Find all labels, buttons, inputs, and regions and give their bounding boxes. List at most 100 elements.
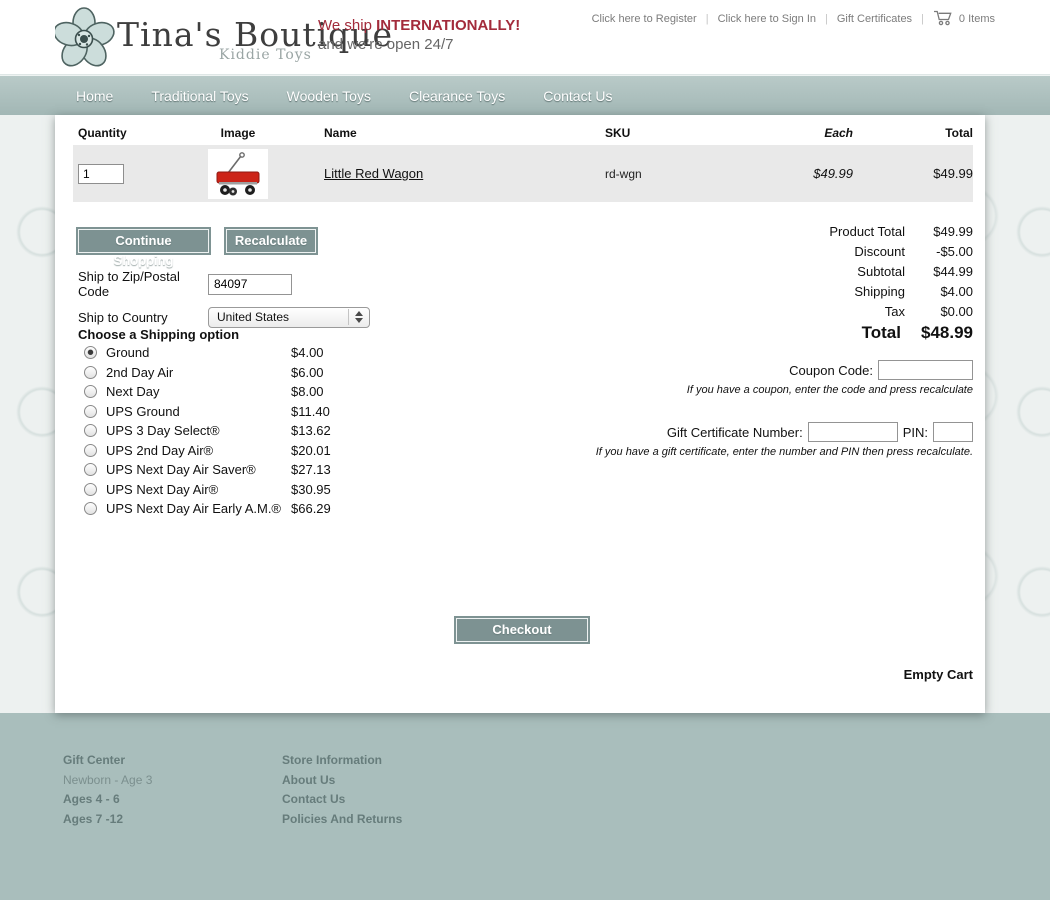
footer-link[interactable]: About Us xyxy=(282,772,336,787)
shipping-option-label: UPS Next Day Air® xyxy=(106,481,219,497)
nav-item[interactable]: Home xyxy=(76,87,114,104)
footer-link[interactable]: Ages 4 - 6 xyxy=(63,792,120,806)
shipping-option-price: $66.29 xyxy=(291,501,331,517)
shipping-option-row[interactable]: Ground $4.00 xyxy=(78,343,388,363)
footer-gift-center-links: Newborn - Age 3 Ages 4 - 6 Ages 7 -12 xyxy=(63,772,282,826)
coupon-section: Coupon Code: If you have a coupon, enter… xyxy=(687,360,973,396)
header-total: Total xyxy=(945,126,973,140)
footer-column-title: Gift Center xyxy=(63,753,126,767)
shipping-option-price: $13.62 xyxy=(291,423,331,439)
shipping-option-label: Ground xyxy=(106,345,150,361)
totals-row-value: $0.00 xyxy=(940,303,973,319)
totals-row-value: $49.99 xyxy=(933,223,973,239)
shipping-option-row[interactable]: UPS Next Day Air® $30.95 xyxy=(78,480,388,500)
shipping-options-list: Ground $4.00 2nd Day Air $6.00 Next Day … xyxy=(78,343,388,519)
checkout-button[interactable]: Checkout xyxy=(456,618,588,642)
promo-banner: We ship INTERNATIONALLY! and we're open … xyxy=(318,16,520,54)
totals-row: Subtotal $44.99 xyxy=(693,261,973,281)
totals-row-label: Product Total xyxy=(829,223,905,239)
order-totals: Product Total $49.99 Discount -$5.00 Sub… xyxy=(693,221,973,345)
header-sku: SKU xyxy=(605,126,631,140)
shipping-option-row[interactable]: 2nd Day Air $6.00 xyxy=(78,363,388,383)
footer-link[interactable]: Newborn - Age 3 xyxy=(63,772,153,787)
ship-country-row: Ship to Country United States xyxy=(78,305,370,329)
ship-zip-row: Ship to Zip/Postal Code xyxy=(78,269,292,299)
recalculate-button[interactable]: Recalculate xyxy=(226,229,316,253)
shipping-option-row[interactable]: UPS Next Day Air Saver® $27.13 xyxy=(78,460,388,480)
shipping-option-row[interactable]: UPS Ground $11.40 xyxy=(78,402,388,422)
footer-store-info-links: About Us Contact Us Policies And Returns xyxy=(282,773,402,826)
cart-actions: Continue Shopping Recalculate xyxy=(78,229,316,268)
header-name: Name xyxy=(324,126,357,140)
product-name-link[interactable]: Little Red Wagon xyxy=(324,166,424,181)
shipping-option-radio[interactable] xyxy=(84,424,97,438)
gift-pin-input[interactable] xyxy=(933,422,973,442)
header-each: Each xyxy=(824,126,853,140)
shipping-option-row[interactable]: UPS Next Day Air Early A.M.® $66.29 xyxy=(78,499,388,519)
cart-row: Little Red Wagon rd-wgn $49.99 $49.99 xyxy=(73,145,973,202)
footer-link[interactable]: Policies And Returns xyxy=(282,811,403,826)
nav-item[interactable]: Traditional Toys xyxy=(151,87,249,104)
coupon-hint: If you have a coupon, enter the code and… xyxy=(686,384,973,396)
footer-link-row: About Us xyxy=(282,773,402,793)
shipping-option-radio[interactable] xyxy=(84,443,97,457)
sign-in-link[interactable]: Click here to Sign In xyxy=(717,13,817,25)
totals-rows: Product Total $49.99 Discount -$5.00 Sub… xyxy=(693,221,973,321)
gift-certificates-link[interactable]: Gift Certificates xyxy=(836,13,913,25)
separator: | xyxy=(705,13,709,25)
cart-link[interactable]: 0 Items xyxy=(933,9,995,29)
nav-item[interactable]: Contact Us xyxy=(543,87,613,104)
continue-shopping-button[interactable]: Continue Shopping xyxy=(78,229,209,268)
shipping-option-label: UPS 3 Day Select® xyxy=(106,423,220,439)
gift-number-input[interactable] xyxy=(807,422,898,442)
shipping-option-row[interactable]: UPS 2nd Day Air® $20.01 xyxy=(78,441,388,461)
brand-logo[interactable]: Tina's Boutique Kiddie Toys xyxy=(53,5,393,74)
footer-link[interactable]: Contact Us xyxy=(282,792,346,806)
totals-row: Discount -$5.00 xyxy=(693,241,973,261)
shipping-option-label: UPS Next Day Air Saver® xyxy=(106,462,256,478)
footer-link-row: Contact Us xyxy=(282,792,402,812)
grand-total-label: Total xyxy=(861,323,901,342)
shipping-option-price: $30.95 xyxy=(291,481,331,497)
footer-link[interactable]: Ages 7 -12 xyxy=(63,811,124,826)
zip-input[interactable] xyxy=(208,273,292,295)
quantity-input[interactable] xyxy=(78,163,124,184)
totals-row-label: Tax xyxy=(884,303,905,319)
header-image: Image xyxy=(220,126,256,140)
footer-link-row: Policies And Returns xyxy=(282,812,402,832)
shipping-option-radio[interactable] xyxy=(84,385,97,399)
totals-row: Tax $0.00 xyxy=(693,301,973,321)
nav-item[interactable]: Clearance Toys xyxy=(408,87,506,104)
totals-row: Shipping $4.00 xyxy=(693,281,973,301)
coupon-input[interactable] xyxy=(878,360,973,380)
register-link[interactable]: Click here to Register xyxy=(591,13,697,25)
shipping-option-price: $6.00 xyxy=(291,364,324,380)
shipping-option-price: $11.40 xyxy=(291,403,330,419)
totals-row-value: $4.00 xyxy=(940,283,973,299)
country-select[interactable]: United States xyxy=(208,306,370,328)
nav-item[interactable]: Wooden Toys xyxy=(286,87,371,104)
shipping-option-radio[interactable] xyxy=(84,404,97,418)
shipping-option-label: Next Day xyxy=(106,384,160,400)
cart-table: Quantity Image Name SKU Each Total xyxy=(73,121,973,202)
red-wagon-image xyxy=(208,148,268,199)
cart-table-header: Quantity Image Name SKU Each Total xyxy=(73,121,973,145)
cart-content: Quantity Image Name SKU Each Total xyxy=(55,115,985,713)
shipping-option-radio[interactable] xyxy=(84,463,97,477)
footer-gift-center-column: Gift Center Newborn - Age 3 Ages 4 - 6 A… xyxy=(63,753,282,900)
product-image-link[interactable] xyxy=(188,148,288,199)
shipping-option-radio[interactable] xyxy=(84,482,97,496)
shipping-option-radio[interactable] xyxy=(84,502,97,516)
gift-number-label: Gift Certificate Number: xyxy=(666,424,803,440)
product-total-price: $49.99 xyxy=(933,166,973,181)
shipping-option-radio[interactable] xyxy=(84,365,97,379)
totals-row-label: Subtotal xyxy=(857,263,905,279)
empty-cart-link[interactable]: Empty Cart xyxy=(903,667,973,682)
gift-certificate-section: Gift Certificate Number: PIN: If you hav… xyxy=(596,422,973,458)
shipping-option-row[interactable]: Next Day $8.00 xyxy=(78,382,388,402)
footer-link-row: Ages 4 - 6 xyxy=(63,792,282,812)
shipping-option-radio[interactable] xyxy=(84,346,97,360)
totals-row-label: Discount xyxy=(854,243,905,259)
shipping-option-row[interactable]: UPS 3 Day Select® $13.62 xyxy=(78,421,388,441)
